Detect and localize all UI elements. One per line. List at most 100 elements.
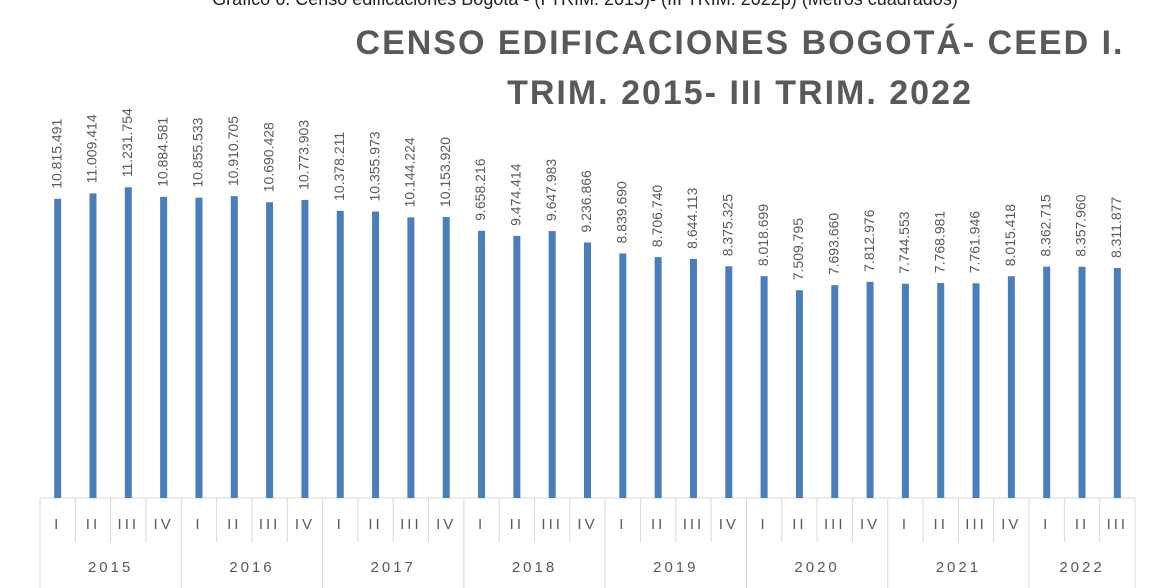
x-tick-label: III [965, 516, 987, 533]
data-label: 9.474.414 [508, 163, 524, 225]
group-label: 2017 [371, 559, 416, 576]
x-tick-label: III [118, 516, 140, 533]
x-tick-label: I [619, 516, 626, 533]
bar [442, 217, 450, 498]
bar [1113, 268, 1121, 498]
bar [478, 230, 486, 498]
x-tick-label: III [1107, 516, 1129, 533]
x-tick-label: IV [1001, 516, 1021, 533]
bar [689, 258, 697, 498]
caption: Gráfico 6. Censo edificaciones Bogotá - … [212, 0, 958, 9]
data-label: 8.706.740 [649, 185, 665, 247]
data-label: 8.375.325 [719, 194, 735, 256]
bar [160, 196, 168, 498]
x-tick-label: I [761, 516, 768, 533]
data-label: 8.357.960 [1073, 194, 1089, 256]
data-label: 10.884.581 [154, 117, 170, 187]
x-tick-label: II [510, 516, 524, 533]
data-label: 10.153.920 [437, 137, 453, 207]
x-tick-label: IV [577, 516, 597, 533]
bar [937, 283, 945, 498]
x-tick-label: IV [860, 516, 880, 533]
bar [1007, 276, 1015, 498]
x-tick-label: III [400, 516, 422, 533]
group-label: 2018 [512, 559, 557, 576]
x-tick-label: IV [436, 516, 456, 533]
x-tick-label: I [1043, 516, 1050, 533]
x-tick-label: III [683, 516, 705, 533]
data-label: 9.236.866 [578, 170, 594, 232]
bar [725, 266, 733, 498]
bar [513, 235, 521, 498]
x-tick-label: II [651, 516, 665, 533]
data-label: 7.693.660 [825, 213, 841, 275]
data-label: 10.815.491 [48, 118, 64, 188]
bar [195, 197, 203, 499]
bar [54, 198, 62, 498]
bar [548, 231, 556, 499]
chart-title: CENSO EDIFICACIONES BOGOTÁ- CEED I. [356, 24, 1125, 62]
x-tick-label: I [337, 516, 344, 533]
bar [124, 187, 132, 498]
data-label: 11.231.754 [119, 108, 135, 177]
bar [901, 283, 909, 498]
data-label: 9.658.216 [472, 158, 488, 220]
x-tick-label: I [54, 516, 61, 533]
x-tick-label: IV [295, 516, 315, 533]
data-label: 10.355.973 [366, 131, 382, 201]
x-tick-label: IV [719, 516, 739, 533]
x-tick-label: I [478, 516, 485, 533]
bar [230, 196, 238, 499]
bar [654, 257, 662, 498]
bar [266, 202, 274, 498]
data-label: 7.761.946 [967, 211, 983, 273]
x-tick-label: II [86, 516, 100, 533]
x-tick-label: II [934, 516, 948, 533]
bar [584, 242, 591, 498]
x-tick-label: III [259, 516, 281, 533]
chart-title: TRIM. 2015- III TRIM. 2022 [507, 74, 973, 112]
bar [1078, 266, 1086, 498]
data-label: 8.644.113 [684, 187, 700, 248]
data-label: 10.855.533 [190, 117, 206, 187]
group-label: 2021 [936, 559, 981, 576]
x-tick-label: III [824, 516, 846, 533]
data-label: 10.910.705 [225, 116, 241, 186]
bar [301, 199, 309, 499]
data-label: 10.773.903 [296, 120, 312, 190]
data-label: 10.690.428 [260, 122, 276, 192]
data-label: 9.647.983 [543, 159, 559, 221]
bar [760, 276, 768, 498]
data-label: 11.009.414 [84, 114, 100, 183]
data-label: 7.768.981 [931, 211, 947, 273]
data-label: 8.015.418 [1002, 204, 1018, 266]
data-label: 8.839.690 [614, 181, 630, 243]
data-label: 10.378.211 [331, 132, 347, 201]
data-label: 10.144.224 [402, 137, 418, 207]
data-label: 8.311.877 [1108, 197, 1124, 258]
group-label: 2015 [88, 559, 133, 576]
data-label: 7.509.795 [790, 218, 806, 280]
bar [407, 217, 415, 498]
bar [619, 253, 627, 498]
data-label: 7.812.976 [861, 209, 877, 271]
x-tick-label: I [902, 516, 909, 533]
x-tick-label: II [792, 516, 806, 533]
bar [89, 193, 97, 498]
x-tick-label: II [227, 516, 241, 533]
x-tick-label: III [541, 516, 563, 533]
data-label: 8.362.715 [1037, 194, 1053, 256]
data-label: 8.018.699 [755, 204, 771, 266]
group-label: 2016 [229, 559, 274, 576]
data-label: 7.744.553 [896, 211, 912, 273]
group-label: 2019 [653, 559, 698, 576]
x-tick-label: I [195, 516, 202, 533]
bar [372, 211, 380, 498]
bar [795, 290, 803, 498]
group-label: 2022 [1059, 559, 1104, 576]
x-tick-label: II [1075, 516, 1089, 533]
x-tick-label: IV [154, 516, 174, 533]
bar [972, 283, 980, 498]
group-label: 2020 [794, 559, 839, 576]
